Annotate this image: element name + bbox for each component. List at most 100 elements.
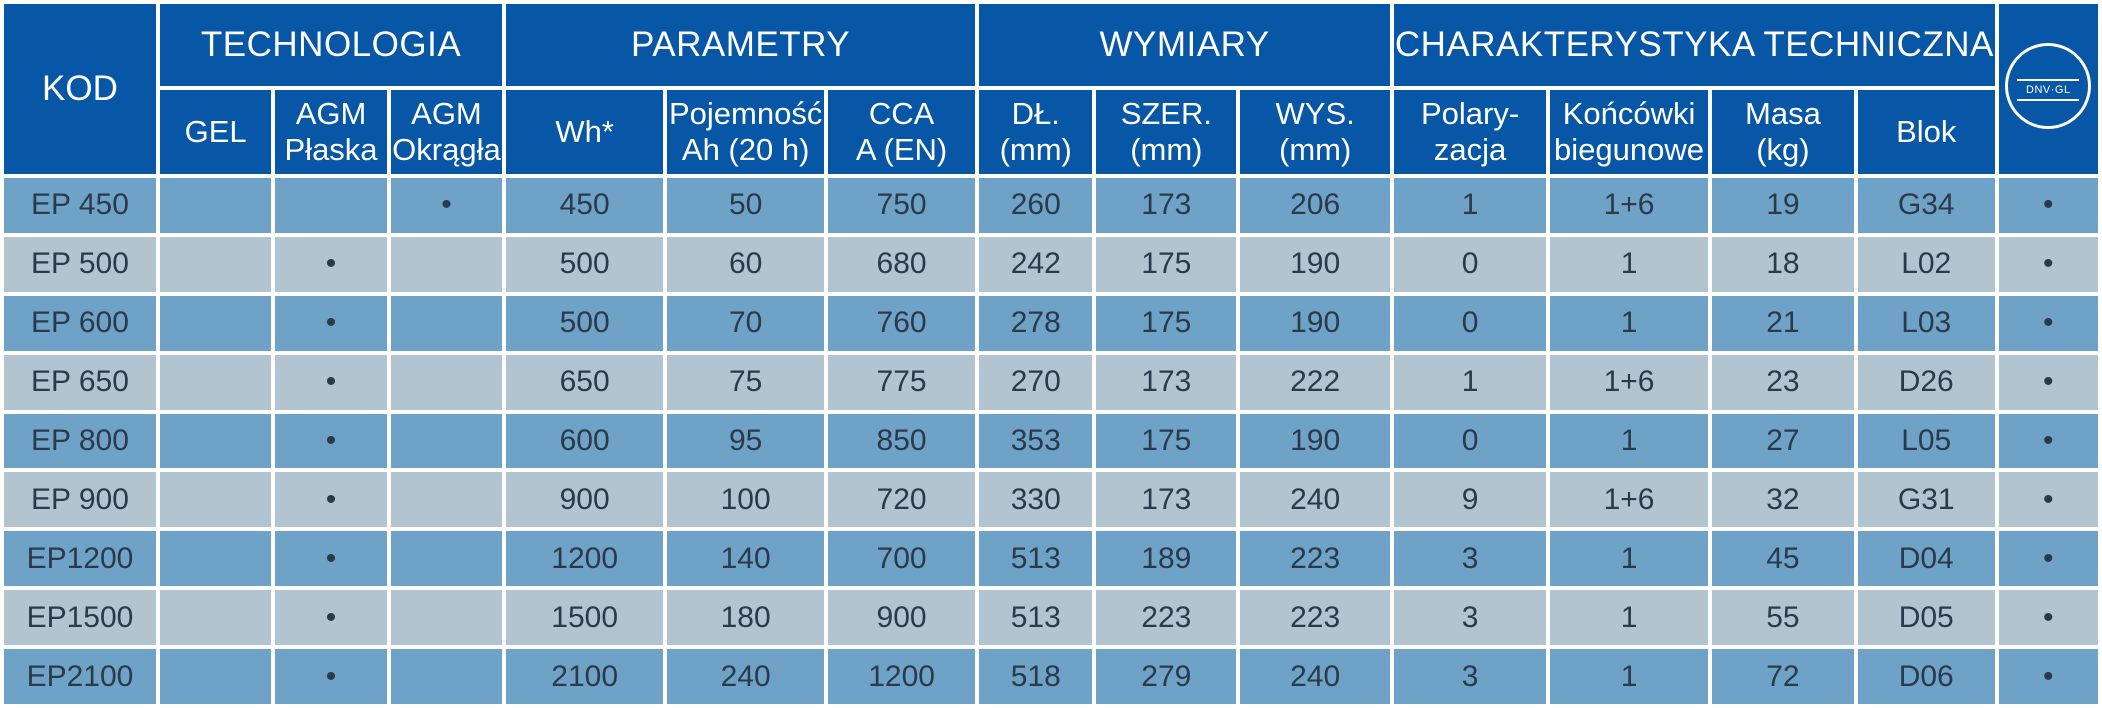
cell-blok: L05 [1858,414,1995,469]
header-cca: CCA A (EN) [828,90,975,174]
cell-polaryzacja: 3 [1394,590,1546,645]
cell-dl: 242 [979,237,1092,292]
cell-gel [160,590,271,645]
cell-cert: • [1999,296,2098,351]
cell-agm-round [391,296,502,351]
header-masa-line1: Masa [1745,96,1821,131]
header-group-charakterystyka: CHARAKTERYSTYKA TECHNICZNA [1394,4,1995,86]
cell-wh: 500 [506,296,663,351]
cell-blok: L02 [1858,237,1995,292]
cell-polaryzacja: 9 [1394,472,1546,527]
header-pol-line1: Polary- [1421,96,1519,131]
cell-cert: • [1999,414,2098,469]
header-koncowki: Końcówki biegunowe [1550,90,1708,174]
cell-agm-round [391,414,502,469]
cell-polaryzacja: 3 [1394,649,1546,704]
cell-wh: 650 [506,355,663,410]
cell-dl: 518 [979,649,1092,704]
header-agm-round-line2: Okrągła [392,132,501,167]
cell-cca: 900 [828,590,975,645]
cell-agm-round [391,531,502,586]
header-agm-round: AGM Okrągła [391,90,502,174]
cell-dl: 513 [979,531,1092,586]
cell-cert: • [1999,472,2098,527]
cell-agm-round [391,237,502,292]
header-konc-line2: biegunowe [1554,132,1704,167]
header-agm-flat: AGM Płaska [275,90,386,174]
cell-agm-flat: • [275,531,386,586]
cell-polaryzacja: 0 [1394,296,1546,351]
cell-blok: D06 [1858,649,1995,704]
table-body: EP 450 • 450 50 750 260 173 206 1 1+6 19 G34 • EP 500… [4,178,2098,704]
cell-ah: 70 [667,296,824,351]
header-pol-line2: zacja [1434,132,1506,167]
cell-gel [160,472,271,527]
cell-agm-flat: • [275,472,386,527]
cell-blok: G31 [1858,472,1995,527]
cell-cca: 760 [828,296,975,351]
cell-masa: 27 [1712,414,1854,469]
cell-cca: 750 [828,178,975,233]
cell-koncowki: 1 [1550,296,1708,351]
cell-wys: 190 [1240,296,1390,351]
cell-agm-flat: • [275,237,386,292]
cell-wh: 600 [506,414,663,469]
cell-masa: 23 [1712,355,1854,410]
header-dl-line2: (mm) [1000,132,1072,167]
cell-cca: 850 [828,414,975,469]
cell-dl: 353 [979,414,1092,469]
header-cca-line1: CCA [869,96,934,131]
header-ah-line2: Ah (20 h) [682,132,810,167]
cell-polaryzacja: 3 [1394,531,1546,586]
cell-wys: 240 [1240,472,1390,527]
header-konc-line1: Końcówki [1563,96,1696,131]
cell-koncowki: 1 [1550,649,1708,704]
cell-wys: 206 [1240,178,1390,233]
header-wys: WYS. (mm) [1240,90,1390,174]
table-row: EP 600 • 500 70 760 278 175 190 0 1 21 L03 • [4,296,2098,351]
cell-masa: 18 [1712,237,1854,292]
cell-wh: 1500 [506,590,663,645]
cell-polaryzacja: 1 [1394,178,1546,233]
cell-dl: 330 [979,472,1092,527]
cell-cert: • [1999,590,2098,645]
header-szer: SZER. (mm) [1096,90,1236,174]
cell-agm-round [391,472,502,527]
header-wh: Wh* [506,90,663,174]
cell-ah: 240 [667,649,824,704]
cell-kod: EP2100 [4,649,156,704]
cell-masa: 45 [1712,531,1854,586]
cell-szer: 173 [1096,472,1236,527]
header-masa-line2: (kg) [1756,132,1809,167]
cell-cert: • [1999,649,2098,704]
header-gel: GEL [160,90,271,174]
cell-agm-flat: • [275,355,386,410]
cell-koncowki: 1 [1550,531,1708,586]
cell-koncowki: 1 [1550,237,1708,292]
cell-ah: 180 [667,590,824,645]
cell-agm-round [391,355,502,410]
cell-szer: 173 [1096,178,1236,233]
cell-kod: EP 800 [4,414,156,469]
table-row: EP1200 • 1200 140 700 513 189 223 3 1 45 D04 • [4,531,2098,586]
cell-wys: 190 [1240,237,1390,292]
cell-ah: 75 [667,355,824,410]
cell-ah: 95 [667,414,824,469]
cell-blok: L03 [1858,296,1995,351]
header-agm-flat-line1: AGM [296,96,367,131]
cell-dl: 260 [979,178,1092,233]
header-wh-label: Wh* [555,114,614,149]
cell-wh: 2100 [506,649,663,704]
cell-masa: 72 [1712,649,1854,704]
cell-wh: 450 [506,178,663,233]
cell-cert: • [1999,237,2098,292]
cell-gel [160,414,271,469]
header-group-technologia: TECHNOLOGIA [160,4,502,86]
cell-gel [160,178,271,233]
table-row: EP1500 • 1500 180 900 513 223 223 3 1 55 D05 • [4,590,2098,645]
cell-wys: 190 [1240,414,1390,469]
cell-wys: 222 [1240,355,1390,410]
cell-ah: 50 [667,178,824,233]
cell-wys: 223 [1240,531,1390,586]
cell-wh: 500 [506,237,663,292]
